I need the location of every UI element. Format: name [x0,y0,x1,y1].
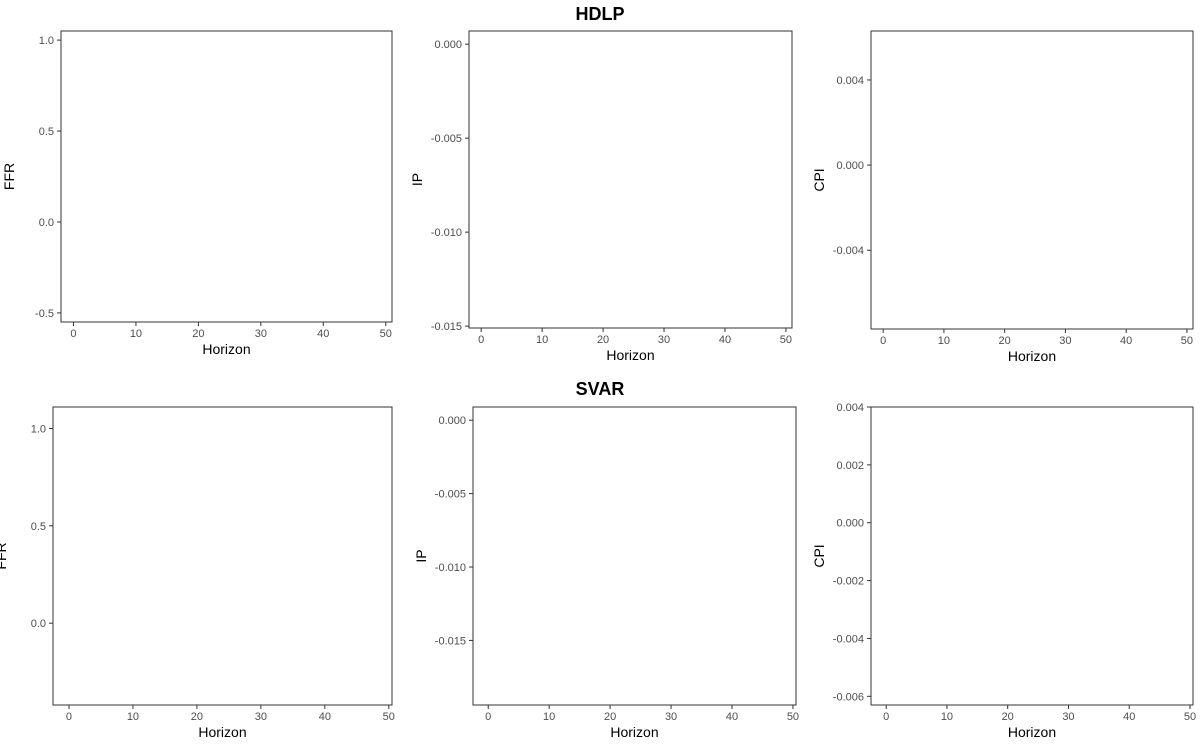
panel-hdlp-ip: 0 10 20 30 40 50 0.000 -0.005 -0.010 -0.015 Horizo… [409,30,793,363]
x-tick-label: 40 [726,711,738,723]
y-tick-label: 0.002 [836,460,864,472]
x-tick-label: 0 [883,711,889,723]
y-tick-label: 0.000 [434,39,462,51]
x-tick-label: 20 [192,328,204,340]
panel-border [60,30,393,323]
y-tick-label: -0.004 [833,245,864,257]
x-tick-label: 30 [658,334,670,346]
x-tick-label: 10 [127,711,139,723]
y-tick-label: -0.005 [435,489,466,501]
y-tick-label: -0.015 [435,635,466,647]
x-tick-label: 40 [719,334,731,346]
panel-svar-ffr: 0 10 20 30 40 50 1.0 0.5 0.0 Horizon FFR [0,406,395,740]
x-tick-label: 30 [1059,335,1071,347]
y-tick-label: 0.000 [438,415,466,427]
x-tick-label: 10 [543,711,555,723]
y-tick-label: 0.5 [39,126,54,138]
y-axis-title: FFR [0,542,9,569]
x-axis-title: Horizon [202,341,250,357]
y-tick-label: 0.0 [31,618,46,630]
panel-hdlp-cpi: 0 10 20 30 40 50 0.004 0.000 -0.004 Horizon CPI [811,30,1194,364]
x-tick-label: 50 [780,334,792,346]
panel-svar-cpi: 0 10 20 30 40 50 0.004 0.002 0.000 -0.002 -0.004 -0… [811,402,1196,740]
x-tick-label: 0 [66,711,72,723]
row-title-hdlp: HDLP [576,4,625,24]
y-axis-title: CPI [811,544,827,567]
x-axis-title: Horizon [606,347,654,363]
x-tick-label: 50 [1184,711,1196,723]
panel-border [468,30,793,329]
y-axis-title: CPI [811,168,827,191]
x-axis-title: Horizon [610,724,658,740]
x-tick-label: 20 [191,711,203,723]
x-tick-label: 20 [999,335,1011,347]
y-tick-label: 1.0 [31,423,46,435]
x-tick-label: 40 [317,328,329,340]
y-tick-label: 0.000 [836,160,864,172]
y-tick-label: -0.006 [833,691,864,703]
x-tick-label: 20 [1002,711,1014,723]
x-tick-label: 0 [70,328,76,340]
x-tick-label: 50 [1181,335,1193,347]
x-tick-label: 20 [597,334,609,346]
y-tick-label: 0.004 [836,402,864,414]
x-axis-title: Horizon [1008,348,1056,364]
x-tick-label: 50 [787,711,799,723]
x-tick-label: 30 [665,711,677,723]
panel-border [52,406,393,706]
y-tick-label: -0.010 [435,562,466,574]
x-axis-title: Horizon [1008,724,1056,740]
y-tick-label: 1.0 [39,35,54,47]
row-title-svar: SVAR [576,379,625,399]
x-tick-label: 0 [478,334,484,346]
x-tick-label: 40 [1123,711,1135,723]
y-axis-title: IP [413,549,429,562]
y-tick-label: 0.000 [836,518,864,530]
x-tick-label: 20 [604,711,616,723]
y-tick-label: -0.015 [431,321,462,333]
panel-hdlp-ffr: 0 10 20 30 40 50 1.0 0.5 0.0 -0.5 Horizon FFR [1,30,393,357]
y-tick-label: 0.0 [39,217,54,229]
panel-border [870,30,1194,330]
y-tick-label: -0.010 [431,227,462,239]
y-tick-label: -0.005 [431,133,462,145]
x-tick-label: 10 [130,328,142,340]
y-tick-label: 0.5 [31,521,46,533]
panel-border [870,406,1194,706]
y-axis-title: FFR [1,163,17,190]
x-tick-label: 40 [319,711,331,723]
x-tick-label: 0 [485,711,491,723]
y-tick-label: -0.004 [833,633,864,645]
x-tick-label: 30 [1062,711,1074,723]
x-tick-label: 50 [380,328,392,340]
x-tick-label: 10 [938,335,950,347]
x-tick-label: 0 [880,335,886,347]
x-tick-label: 50 [383,711,395,723]
x-tick-label: 30 [255,711,267,723]
y-tick-label: -0.5 [35,308,54,320]
x-tick-label: 40 [1120,335,1132,347]
x-tick-label: 30 [255,328,267,340]
panel-svar-ip: 0 10 20 30 40 50 0.000 -0.005 -0.010 -0.015 Horizo… [413,406,799,740]
y-tick-label: -0.002 [833,576,864,588]
x-axis-title: Horizon [198,724,246,740]
y-axis-title: IP [409,173,425,186]
x-tick-label: 10 [536,334,548,346]
y-tick-label: 0.004 [836,75,864,87]
panel-border [472,406,797,706]
x-tick-label: 10 [941,711,953,723]
